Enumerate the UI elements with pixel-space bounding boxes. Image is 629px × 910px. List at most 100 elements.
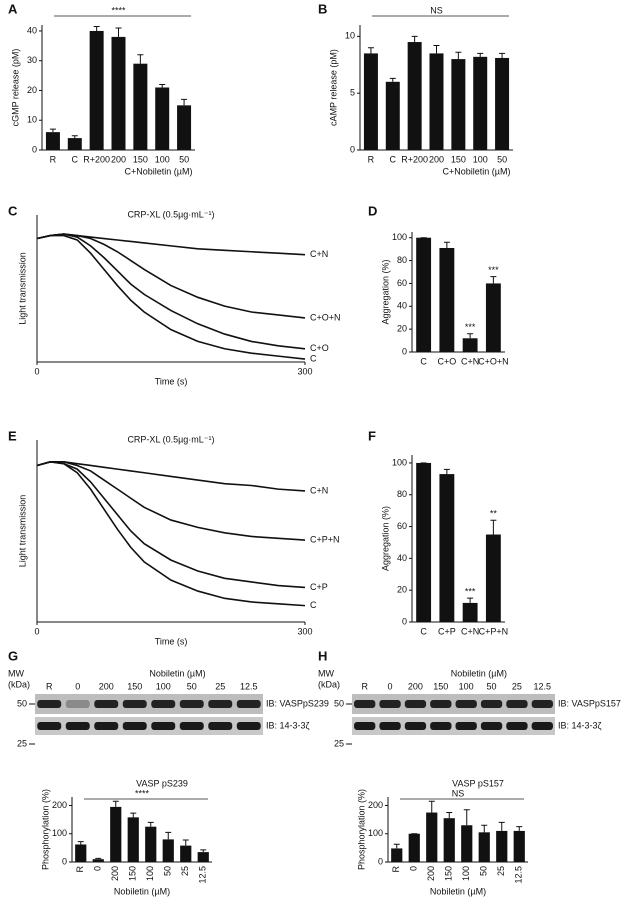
blot-band: [379, 700, 401, 708]
blot-band: [506, 700, 528, 708]
lane-label: 150: [127, 681, 142, 691]
x-tick-label: C+P+N: [479, 626, 509, 636]
x-tick-label: C+O: [437, 356, 456, 366]
y-axis-label: Aggregation (%): [380, 259, 390, 324]
lane-label: 25: [215, 681, 225, 691]
y-tick-label: 80: [397, 489, 407, 499]
blot-band: [506, 722, 528, 730]
y-tick-label: 20: [397, 585, 407, 595]
mw-label: MW: [318, 668, 334, 678]
lane-label: 0: [388, 681, 393, 691]
bar: [111, 36, 126, 150]
lane-label: 12.5: [534, 681, 552, 691]
blot-band: [354, 722, 376, 730]
bar: [451, 59, 466, 150]
blot-band: [94, 700, 119, 708]
error-bar: [165, 831, 172, 840]
x-tick-label: 25: [180, 866, 190, 876]
y-tick-label: 40: [397, 301, 407, 311]
bar: [67, 138, 82, 150]
blot-band: [455, 700, 477, 708]
error-bar: [490, 519, 497, 535]
bar: [45, 132, 60, 150]
blot-band: [208, 722, 233, 730]
blot-band: [354, 700, 376, 708]
blot-strip: [352, 717, 555, 735]
bar: [513, 830, 525, 862]
y-tick-label: 0: [402, 346, 407, 356]
panel-label: G: [8, 648, 18, 663]
significance: NS: [430, 5, 443, 15]
error-bar: [498, 821, 505, 831]
error-bar: [467, 597, 474, 603]
bar: [443, 818, 455, 862]
mw-unit: (kDa): [318, 679, 340, 689]
chart-title: VASP pS239: [136, 778, 188, 788]
significance: **: [490, 509, 498, 519]
blot-band: [430, 722, 452, 730]
bar: [462, 338, 478, 352]
significance: ***: [465, 322, 476, 332]
bar: [75, 844, 87, 862]
error-bar: [499, 52, 506, 58]
bar: [416, 462, 432, 622]
bar: [89, 30, 104, 151]
bar: [426, 812, 438, 862]
y-tick-label: 200: [368, 800, 383, 810]
x-tick-label: 12.5: [198, 866, 208, 884]
blot-strip: [35, 717, 263, 735]
series-label: C+N: [310, 249, 328, 259]
error-bar: [393, 843, 400, 849]
blot-band: [151, 722, 176, 730]
blot-band: [531, 700, 553, 708]
x-tick-label: 0: [409, 866, 419, 871]
error-bar: [455, 51, 462, 60]
y-tick-label: 0: [402, 616, 407, 626]
y-tick-label: 100: [392, 457, 407, 467]
ib-label: IB: 14-3-3ζ: [266, 720, 310, 730]
blot-band: [122, 700, 147, 708]
x-tick-label: C+N: [461, 626, 479, 636]
y-tick-label: 100: [52, 828, 67, 838]
error-bar: [49, 128, 56, 133]
curve: [36, 461, 306, 607]
y-tick-label: 0: [32, 144, 37, 154]
curve: [36, 233, 306, 350]
bar: [92, 859, 104, 862]
error-bar: [490, 276, 497, 284]
bar: [485, 534, 501, 622]
bar: [478, 832, 490, 862]
panel-label: H: [318, 648, 327, 663]
mw-marker: 25: [334, 738, 344, 748]
bar: [485, 283, 501, 352]
bar: [133, 63, 148, 150]
bar: [177, 105, 192, 150]
panel-label: A: [8, 1, 18, 16]
blot-band: [480, 722, 503, 730]
x-tick-label: 200: [426, 866, 436, 881]
blot-band: [151, 700, 176, 708]
y-tick-label: 200: [52, 800, 67, 810]
blot-band: [531, 722, 553, 730]
x-tick-label: 100: [155, 154, 170, 164]
x-tick-label: R+200: [83, 154, 110, 164]
significance: ***: [488, 265, 499, 275]
y-tick-label: 60: [397, 278, 407, 288]
series-label: C: [310, 353, 317, 363]
x-tick-label: 0: [34, 366, 39, 376]
y-axis-label: Aggregation (%): [380, 506, 390, 571]
bar: [110, 806, 122, 862]
x-axis-label: Nobiletin (µM): [430, 886, 486, 896]
bar: [197, 852, 209, 862]
curve: [36, 461, 306, 541]
error-bar: [433, 44, 440, 54]
panel-label: B: [318, 1, 327, 16]
error-bar: [137, 54, 144, 64]
blot-band: [179, 700, 204, 708]
blot-strip: [35, 694, 263, 714]
bar: [385, 81, 400, 150]
x-tick-label: C: [420, 626, 427, 636]
mw-unit: (kDa): [8, 679, 30, 689]
y-tick-label: 10: [345, 31, 355, 41]
y-tick-label: 10: [27, 115, 37, 125]
